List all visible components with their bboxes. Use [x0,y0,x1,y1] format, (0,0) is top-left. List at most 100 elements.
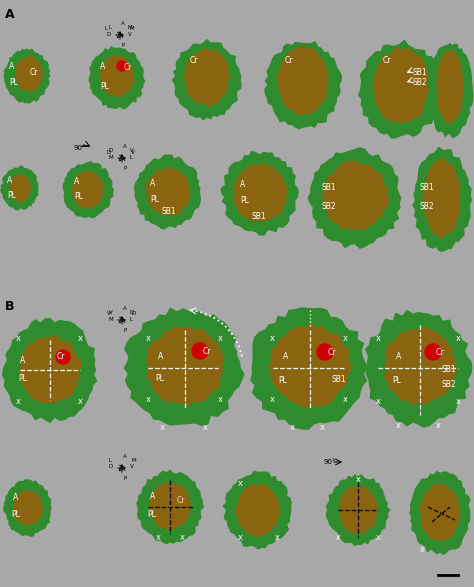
Text: V: V [107,311,111,315]
Polygon shape [185,49,230,106]
Text: x: x [16,333,20,342]
Text: x: x [159,423,164,431]
Text: A: A [283,352,288,361]
Polygon shape [19,336,81,404]
Text: M: M [131,458,136,464]
Polygon shape [322,160,389,230]
Text: Cr: Cr [328,348,337,357]
Ellipse shape [117,61,127,71]
Text: M: M [128,25,133,29]
Polygon shape [437,50,463,123]
Text: x: x [356,475,361,484]
Polygon shape [428,43,473,137]
Text: SB1: SB1 [162,207,177,216]
Text: A: A [150,179,155,188]
Text: L: L [130,316,133,322]
Text: SB2: SB2 [420,202,435,211]
Polygon shape [147,326,223,406]
Polygon shape [3,319,97,423]
Polygon shape [146,168,190,215]
Text: Cr: Cr [177,496,185,505]
Text: M: M [130,25,135,31]
Text: x: x [436,420,440,430]
Text: PL: PL [240,196,249,205]
Text: SB1: SB1 [322,183,337,192]
Text: A: A [7,176,12,185]
Text: D: D [130,309,134,315]
Polygon shape [327,475,390,545]
Text: A: A [123,144,127,149]
Polygon shape [149,483,191,530]
Text: PL: PL [9,78,18,87]
Text: x: x [336,534,340,542]
Ellipse shape [317,344,333,360]
Polygon shape [251,308,368,429]
Text: P: P [123,166,126,171]
Text: x: x [155,532,161,541]
Text: x: x [202,423,208,431]
Text: PL: PL [278,376,287,385]
Text: A: A [5,8,15,21]
Ellipse shape [56,350,70,364]
Ellipse shape [425,344,441,360]
Text: x: x [419,545,425,555]
Text: V: V [109,309,113,315]
Text: A: A [13,493,18,502]
Text: B: B [5,300,15,313]
Text: PL: PL [74,192,83,201]
Text: A: A [9,62,14,71]
Text: PL: PL [18,374,27,383]
Text: A: A [20,356,25,365]
Text: V: V [131,150,135,154]
Text: SB2: SB2 [322,202,337,211]
Text: A: A [158,352,163,361]
Text: x: x [237,534,243,542]
Polygon shape [413,147,471,251]
Text: P: P [123,476,126,481]
Text: x: x [270,396,274,404]
Polygon shape [100,56,134,96]
Text: A: A [396,352,401,361]
Text: D: D [107,150,111,154]
Text: L: L [104,25,107,31]
Text: SB1: SB1 [420,183,435,192]
Text: x: x [218,333,222,342]
Text: L: L [108,25,111,29]
Text: Cr: Cr [285,56,293,65]
Polygon shape [9,175,30,202]
Polygon shape [124,309,244,426]
Text: x: x [146,396,151,404]
Text: x: x [16,397,20,407]
Polygon shape [4,49,50,103]
Polygon shape [14,490,42,525]
Text: A: A [240,180,245,189]
Polygon shape [339,487,377,533]
Text: PL: PL [11,510,20,519]
Text: PL: PL [100,82,109,91]
Text: SB2: SB2 [442,380,456,389]
Polygon shape [359,41,441,138]
Text: Cr: Cr [383,56,392,65]
Text: x: x [375,397,381,407]
Text: x: x [343,396,347,404]
Polygon shape [221,151,298,235]
Text: PL: PL [150,195,159,204]
Text: x: x [456,397,461,407]
Text: M: M [109,154,113,160]
Text: Cr: Cr [190,56,199,65]
Text: Cr: Cr [30,68,38,77]
Text: L: L [108,458,111,464]
Polygon shape [16,56,42,92]
Text: SB2: SB2 [413,78,428,87]
Text: x: x [395,420,401,430]
Text: x: x [270,333,274,342]
Text: SB1: SB1 [413,68,428,77]
Text: x: x [375,534,381,542]
Polygon shape [265,42,341,129]
Polygon shape [135,155,201,229]
Text: Cr: Cr [436,348,445,357]
Polygon shape [308,148,401,248]
Text: 90°: 90° [324,459,336,465]
Text: Cr: Cr [203,347,211,356]
Polygon shape [423,159,460,238]
